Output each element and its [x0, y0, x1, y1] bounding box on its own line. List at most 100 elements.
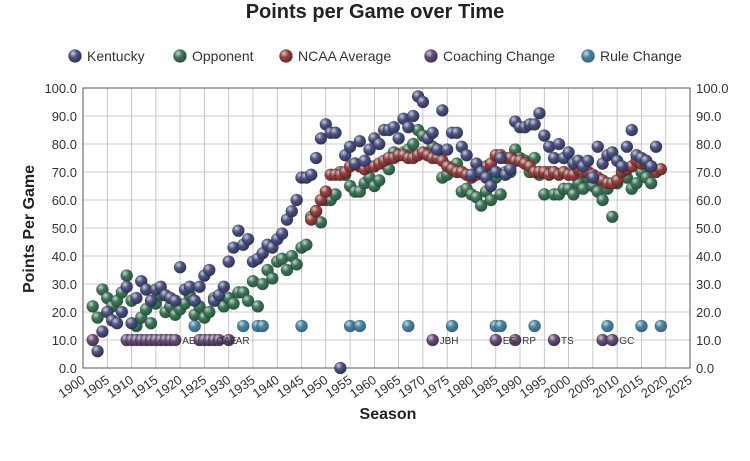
point-kentucky — [304, 168, 318, 182]
point-opponent — [494, 188, 507, 201]
point-kentucky — [581, 154, 595, 168]
point-kentucky — [538, 129, 551, 142]
point-ncaa-average — [309, 204, 323, 218]
point-kentucky — [644, 160, 658, 173]
point-kentucky — [130, 291, 143, 305]
point-coaching-change — [606, 333, 619, 347]
y-axis-label: Points Per Game — [21, 165, 38, 293]
point-kentucky — [450, 126, 464, 140]
point-kentucky — [615, 160, 629, 173]
point-kentucky — [504, 162, 517, 176]
point-opponent — [266, 272, 279, 285]
point-opponent — [630, 176, 643, 190]
point-kentucky — [314, 132, 328, 145]
point-kentucky — [275, 227, 289, 240]
y-tick-label-right: 0.0 — [696, 361, 714, 376]
point-kentucky — [363, 143, 376, 156]
point-opponent — [596, 193, 609, 207]
y-tick-label: 50.0 — [52, 221, 77, 236]
coaching-change-label: RP — [522, 336, 536, 347]
point-rule-change — [256, 319, 269, 333]
point-opponent — [474, 199, 488, 212]
coaching-change-label: AE — [182, 336, 196, 347]
point-opponent — [256, 277, 269, 291]
point-coaching-change — [168, 333, 182, 347]
legend-label: Coaching Change — [443, 48, 555, 64]
point-opponent — [567, 188, 580, 201]
legend-label: Opponent — [192, 48, 254, 64]
point-kentucky — [290, 193, 303, 207]
coaching-change-label: GC — [619, 336, 634, 347]
legend-label: NCAA Average — [298, 48, 391, 64]
point-opponent — [251, 300, 265, 313]
y-tick-label-right: 100.0 — [696, 81, 729, 96]
point-rule-change — [654, 319, 668, 333]
point-kentucky — [484, 179, 498, 193]
point-kentucky — [91, 344, 104, 358]
point-coaching-change — [489, 333, 503, 347]
point-rule-change — [601, 319, 614, 333]
y-tick-label: 80.0 — [52, 137, 77, 152]
point-opponent — [372, 174, 386, 187]
point-kentucky — [562, 146, 575, 159]
legend: Kentucky Opponent NCAA Average Coaching Cha… — [68, 48, 682, 64]
grid — [82, 87, 691, 369]
point-kentucky — [460, 148, 473, 162]
y-tick-label-right: 40.0 — [696, 249, 721, 264]
x-axis-label: Season — [360, 406, 417, 423]
y-tick-label-right: 50.0 — [696, 221, 721, 236]
point-kentucky — [222, 255, 235, 268]
point-kentucky — [440, 143, 454, 156]
legend-marker — [424, 49, 438, 63]
point-kentucky — [110, 316, 124, 330]
y-tick-label: 40.0 — [52, 249, 77, 264]
y-tick-label-right: 20.0 — [696, 305, 721, 320]
point-kentucky — [334, 361, 347, 375]
point-rule-change — [295, 319, 308, 333]
legend-marker — [581, 49, 595, 63]
y-tick-label: 0.0 — [59, 361, 77, 376]
point-rule-change — [494, 319, 507, 333]
point-kentucky — [202, 263, 216, 277]
point-kentucky — [436, 104, 449, 117]
point-rule-change — [635, 319, 648, 333]
point-ncaa-average — [319, 185, 333, 198]
point-kentucky — [232, 224, 245, 238]
point-rule-change — [236, 319, 250, 333]
point-coaching-change — [508, 333, 522, 347]
point-kentucky — [120, 280, 134, 294]
y-tick-label: 60.0 — [52, 193, 77, 208]
point-kentucky — [188, 294, 201, 308]
y-tick-label: 20.0 — [52, 305, 77, 320]
point-rule-change — [445, 319, 459, 333]
legend-label: Rule Change — [600, 48, 682, 64]
point-kentucky — [173, 260, 187, 274]
point-opponent — [202, 305, 216, 319]
point-kentucky — [552, 137, 566, 151]
point-opponent — [484, 193, 498, 207]
point-coaching-change — [222, 333, 235, 347]
point-kentucky — [168, 294, 182, 308]
point-coaching-change — [426, 333, 439, 347]
chart-title: Points per Game over Time — [246, 1, 505, 23]
point-kentucky — [241, 232, 255, 246]
point-rule-change — [402, 319, 415, 333]
y-tick-label: 100.0 — [44, 81, 77, 96]
y-tick-label-right: 10.0 — [696, 333, 721, 348]
point-kentucky — [353, 134, 367, 148]
point-opponent — [86, 300, 100, 313]
plot-frame — [82, 87, 691, 369]
x-tick-label: 2025 — [662, 372, 694, 401]
point-opponent — [406, 137, 420, 151]
point-rule-change — [188, 319, 201, 333]
point-kentucky — [392, 132, 405, 145]
y-tick-label-right: 80.0 — [696, 137, 721, 152]
coaching-change-label: ES — [503, 336, 517, 347]
point-opponent — [241, 294, 255, 308]
point-kentucky — [372, 137, 386, 151]
y-tick-label-right: 60.0 — [696, 193, 721, 208]
point-opponent — [280, 263, 294, 277]
legend-label: Kentucky — [87, 48, 145, 64]
point-kentucky — [586, 171, 600, 184]
